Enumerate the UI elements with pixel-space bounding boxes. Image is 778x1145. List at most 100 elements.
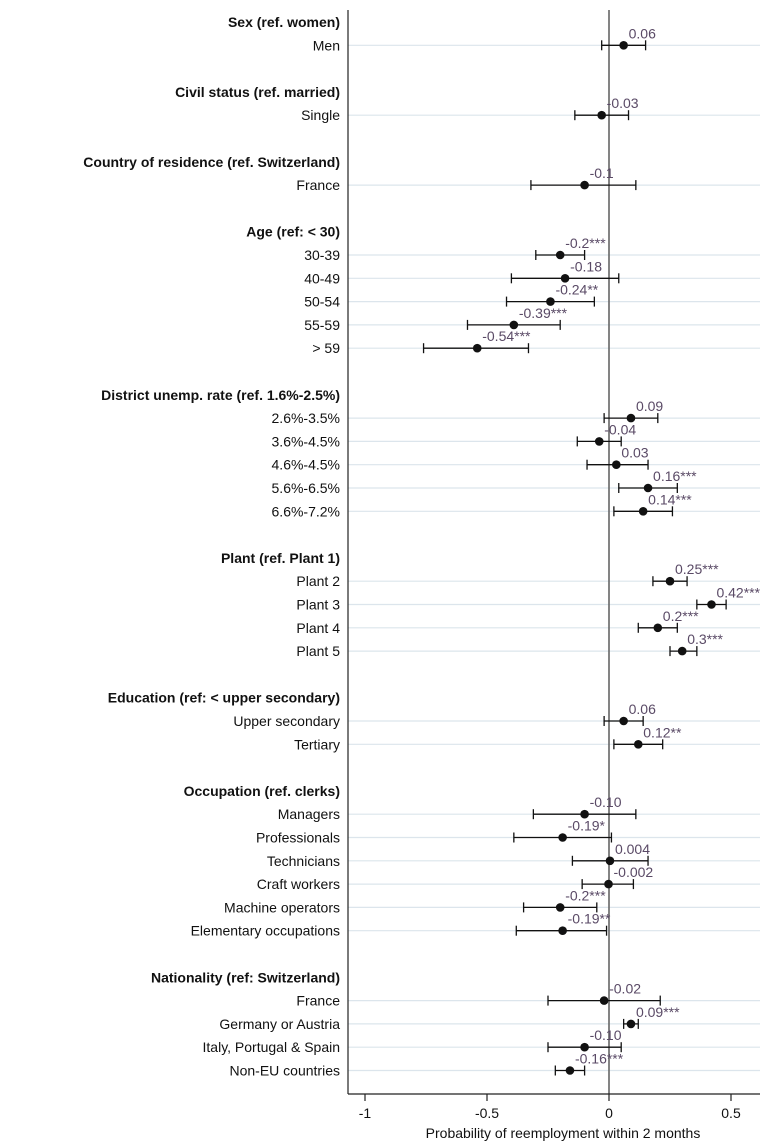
variable-label: 5.6%-6.5%: [272, 480, 340, 496]
group-header-label: Occupation (ref. clerks): [184, 783, 340, 799]
coefficient-value-label: -0.2***: [565, 887, 606, 903]
coefficient-value-label: -0.54***: [482, 328, 531, 344]
coefficient-value-label: 0.25***: [675, 561, 719, 577]
point-estimate-dot: [594, 437, 604, 446]
coefficient-marker: 0.03: [586, 445, 649, 470]
coefficient-value-label: -0.16***: [575, 1051, 624, 1067]
point-estimate-dot: [560, 274, 570, 283]
variable-label: Tertiary: [294, 736, 340, 752]
variable-label: Elementary occupations: [191, 923, 340, 939]
grid-lines: [348, 44, 760, 1072]
coefficient-marker: -0.39***: [466, 305, 568, 330]
variable-label: Technicians: [267, 853, 340, 869]
coefficient-marker: 0.004: [571, 841, 650, 866]
variable-label: Non-EU countries: [230, 1063, 341, 1079]
coefficient-marker: -0.16***: [554, 1051, 624, 1076]
marks: 0.06 -0.03 -0.1 -0.2*** -0.18 -0.24** -0.39***…: [422, 25, 761, 1076]
coefficient-marker: -0.2***: [522, 887, 606, 913]
point-estimate-dot: [619, 41, 628, 50]
point-estimate-dot: [653, 623, 663, 633]
variable-label: Managers: [278, 806, 340, 822]
row-labels: Sex (ref. women) Men Civil status (ref. ma…: [83, 14, 340, 1079]
x-axis-label: Probability of reemployment within 2 mon…: [426, 1125, 701, 1141]
coefficient-marker: 0.06: [603, 701, 656, 726]
variable-label: Machine operators: [224, 899, 340, 915]
point-estimate-dot: [677, 646, 687, 656]
coefficient-value-label: 0.12**: [643, 724, 682, 740]
variable-label: Germany or Austria: [219, 1016, 340, 1032]
variable-label: Craft workers: [257, 876, 340, 892]
group-header-label: Nationality (ref: Switzerland): [151, 969, 340, 985]
variable-label: Plant 2: [296, 573, 340, 589]
point-estimate-dot: [580, 809, 589, 819]
coefficient-value-label: 0.3***: [687, 631, 723, 647]
group-header-label: Plant (ref. Plant 1): [221, 550, 340, 566]
coefficient-value-label: 0.06: [629, 701, 656, 717]
variable-label: 40-49: [304, 270, 340, 286]
group-header-label: Sex (ref. women): [228, 14, 340, 30]
group-header-label: Country of residence (ref. Switzerland): [83, 154, 340, 170]
coefficient-marker: 0.09***: [622, 1004, 680, 1029]
coefficient-marker: -0.19*: [513, 818, 613, 843]
point-estimate-dot: [604, 879, 613, 889]
x-tick-label: -1: [359, 1105, 372, 1121]
point-estimate-dot: [619, 716, 628, 726]
coefficient-value-label: 0.2***: [663, 608, 699, 624]
coefficient-value-label: -0.24**: [555, 282, 598, 298]
variable-label: Men: [313, 37, 340, 53]
coefficient-marker: -0.10: [547, 1027, 622, 1053]
coefficient-value-label: 0.004: [615, 841, 650, 857]
coefficient-marker: 0.16***: [618, 468, 697, 493]
coefficient-value-label: -0.2***: [565, 235, 606, 251]
point-estimate-dot: [605, 856, 615, 866]
point-estimate-dot: [509, 320, 519, 330]
coefficient-marker: 0.09: [603, 398, 663, 424]
point-estimate-dot: [580, 1042, 589, 1052]
point-estimate-dot: [555, 903, 565, 912]
point-estimate-dot: [612, 460, 621, 470]
axes: [347, 10, 760, 1095]
point-estimate-dot: [665, 576, 675, 586]
coefficient-marker: -0.2***: [535, 235, 606, 260]
coefficient-marker: -0.24**: [505, 282, 599, 307]
group-header-label: Civil status (ref. married): [175, 84, 340, 100]
point-estimate-dot: [546, 297, 555, 306]
point-estimate-dot: [599, 996, 609, 1005]
coefficient-marker: 0.06: [601, 25, 656, 51]
point-estimate-dot: [626, 1019, 636, 1029]
group-header-label: District unemp. rate (ref. 1.6%-2.5%): [101, 387, 340, 403]
variable-label: 55-59: [304, 317, 340, 333]
variable-label: 4.6%-4.5%: [272, 457, 340, 473]
coefficient-value-label: 0.16***: [653, 468, 697, 484]
point-estimate-dot: [633, 740, 643, 749]
variable-label: Professionals: [256, 830, 340, 846]
coefficient-value-label: 0.09***: [636, 1004, 680, 1020]
point-estimate-dot: [558, 833, 567, 842]
coefficient-marker: -0.10: [532, 794, 637, 820]
coefficient-value-label: 0.14***: [648, 491, 692, 507]
point-estimate-dot: [555, 250, 565, 260]
coefficient-value-label: -0.10: [590, 1027, 622, 1043]
coefficient-value-label: -0.04: [604, 421, 636, 437]
coefficient-marker: -0.03: [574, 95, 639, 121]
x-tick-label: 0: [605, 1105, 613, 1121]
variable-label: 3.6%-4.5%: [272, 433, 340, 449]
group-header-label: Age (ref: < 30): [246, 224, 340, 240]
variable-label: Plant 3: [296, 597, 340, 613]
variable-label: 2.6%-3.5%: [272, 410, 340, 426]
variable-label: France: [296, 993, 340, 1009]
variable-label: Plant 4: [296, 620, 340, 636]
x-tick-label: -0.5: [475, 1105, 499, 1121]
coefficient-value-label: -0.03: [607, 95, 639, 111]
point-estimate-dot: [638, 507, 648, 516]
coefficient-value-label: -0.10: [590, 794, 622, 810]
variable-label: France: [296, 177, 340, 193]
coefficient-marker: -0.19**: [515, 911, 611, 936]
coefficient-value-label: -0.02: [609, 981, 641, 997]
point-estimate-dot: [626, 413, 636, 423]
coefficient-value-label: -0.19*: [568, 818, 606, 834]
variable-label: 6.6%-7.2%: [272, 503, 340, 519]
point-estimate-dot: [643, 483, 653, 493]
coefficient-value-label: -0.002: [614, 864, 654, 880]
